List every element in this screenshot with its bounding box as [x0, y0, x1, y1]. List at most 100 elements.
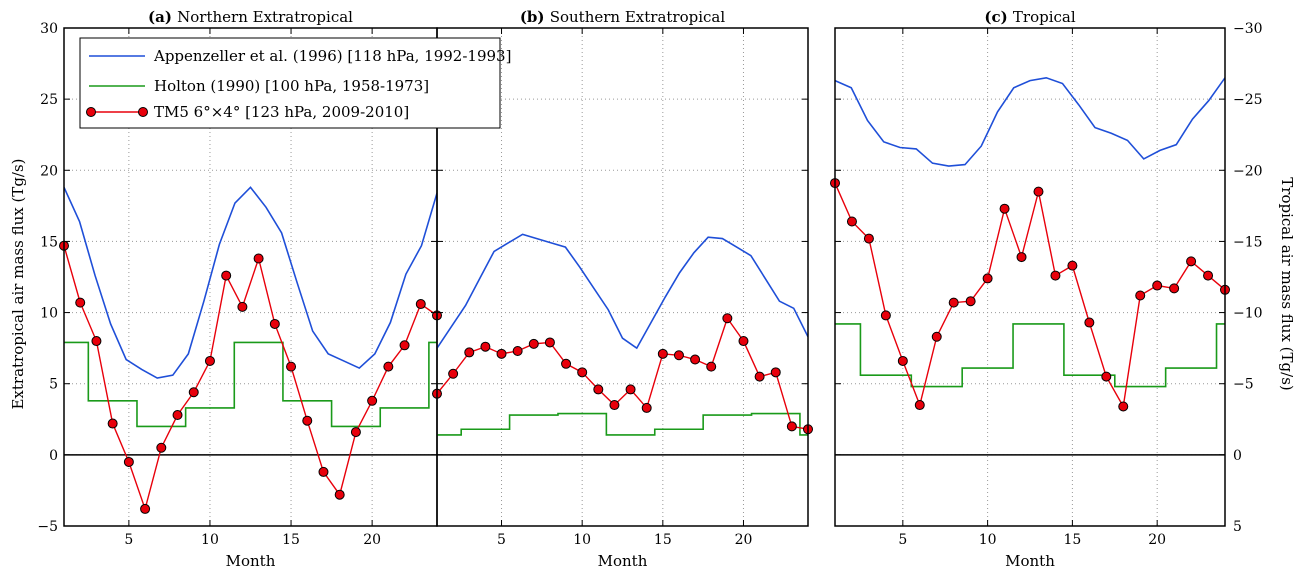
y-tick-label-right: −25 [1233, 92, 1263, 108]
tm5-point [415, 299, 426, 310]
series-appenzeller-line [835, 76, 1225, 167]
x-tick-label: 20 [735, 532, 753, 548]
legend-label-holton: Holton (1990) [100 hPa, 1958-1973] [154, 77, 429, 95]
tm5-point [156, 442, 167, 453]
legend-label-appenzeller: Appenzeller et al. (1996) [118 hPa, 1992… [153, 47, 511, 65]
tm5-point [448, 368, 459, 379]
panel-title-label: (b) [520, 8, 550, 26]
x-axis-label: Month [598, 552, 648, 570]
x-axis-label: Month [226, 552, 276, 570]
tm5-point [367, 395, 378, 406]
y-axis-label-left: Extratropical air mass flux (Tg/s) [9, 158, 27, 409]
panel-frame [834, 27, 1226, 527]
x-tick-label: 5 [124, 532, 133, 548]
y-tick-label-left: 10 [40, 306, 58, 322]
tm5-point [334, 489, 345, 500]
tm5-point [754, 371, 765, 382]
tm5-point [512, 345, 523, 356]
tm5-point [1067, 260, 1078, 271]
panel-frame [436, 27, 809, 527]
x-tick-label: 5 [497, 532, 506, 548]
series-holton-line [437, 412, 808, 436]
y-tick-label-right: −15 [1233, 234, 1263, 250]
tm5-point [318, 466, 329, 477]
tm5-point [1118, 401, 1129, 412]
tm5-point [965, 296, 976, 307]
panel-northern-extratropical: 5 10 15 20 Month (a) Northern Extratropical −5… [37, 8, 442, 570]
y-tick-label-left: 0 [49, 448, 58, 464]
x-tick-label: 5 [898, 532, 907, 548]
y-axis-label-right: Tropical air mass flux (Tg/s) [1278, 177, 1296, 390]
series-tm5-line [64, 245, 437, 512]
tm5-point [480, 341, 491, 352]
panel-title-label: (c) [984, 8, 1013, 26]
y-tick-label-right: −5 [1233, 377, 1254, 393]
tm5-point [863, 233, 874, 244]
tm5-point [528, 338, 539, 349]
tm5-point [399, 340, 410, 351]
tm5-point [577, 367, 588, 378]
tm5-point [931, 331, 942, 342]
y-tick-label-right: −30 [1233, 21, 1263, 37]
tm5-point [1101, 371, 1112, 382]
tm5-point [846, 216, 857, 227]
tm5-point [464, 347, 475, 358]
tm5-point [1186, 256, 1197, 267]
tm5-point [1203, 270, 1214, 281]
tm5-point [1135, 290, 1146, 301]
y-tick-label-left: 30 [40, 21, 58, 37]
tm5-point [897, 355, 908, 366]
tm5-point [982, 273, 993, 284]
tm5-point [172, 410, 183, 421]
panel-southern-extratropical: 5 10 15 20 Month (b) Southern Extratropical [432, 8, 813, 570]
x-tick-label: 10 [201, 532, 219, 548]
tm5-point [1084, 317, 1095, 328]
tm5-point [75, 297, 86, 308]
tm5-point [188, 387, 199, 398]
tm5-point [770, 367, 781, 378]
legend-box [79, 37, 501, 129]
y-tick-label-left: −5 [37, 519, 58, 535]
tm5-point [1033, 186, 1044, 197]
tm5-point [1169, 283, 1180, 294]
x-tick-label: 15 [282, 532, 300, 548]
panel-title-text: Tropical [1013, 8, 1076, 26]
series-tm5-line [437, 316, 808, 430]
tm5-point [221, 270, 232, 281]
y-tick-label-right: 0 [1233, 448, 1242, 464]
tm5-point [609, 400, 620, 411]
tm5-point [880, 310, 891, 321]
panel-title-text: Southern Extratropical [550, 8, 726, 26]
series-holton-line [835, 323, 1225, 388]
tm5-point [1152, 280, 1163, 291]
tm5-point [914, 400, 925, 411]
series-appenzeller-line [437, 233, 808, 350]
x-tick-label: 20 [363, 532, 381, 548]
panel-tropical: 5 10 15 20 Month (c) Tropical 5 0 −5 −10 −15 −20 −25… [830, 8, 1263, 570]
plot-area [64, 186, 437, 512]
panel-title-label: (a) [148, 8, 177, 26]
tm5-point [91, 336, 102, 347]
legend-marker-tm5-right [138, 107, 148, 117]
x-tick-label: 20 [1148, 532, 1166, 548]
series-holton-line [64, 341, 437, 428]
y-tick-label-left: 20 [40, 163, 58, 179]
y-tick-label-right: −10 [1233, 306, 1263, 322]
tm5-point [657, 348, 668, 359]
tm5-point [999, 203, 1010, 214]
tm5-point [253, 253, 264, 264]
tm5-point [237, 301, 248, 312]
panel-title: (b) Southern Extratropical [520, 8, 726, 26]
panel-title: (a) Northern Extratropical [148, 8, 353, 26]
tm5-point [286, 361, 297, 372]
tm5-point [1050, 270, 1061, 281]
tm5-point [641, 402, 652, 413]
y-tick-label-left: 5 [49, 377, 58, 393]
x-tick-label: 15 [654, 532, 672, 548]
tm5-point [673, 350, 684, 361]
y-tick-label-left: 15 [40, 234, 58, 250]
x-tick-label: 15 [1063, 532, 1081, 548]
series-tm5-line [835, 182, 1225, 409]
tm5-point [738, 336, 749, 347]
